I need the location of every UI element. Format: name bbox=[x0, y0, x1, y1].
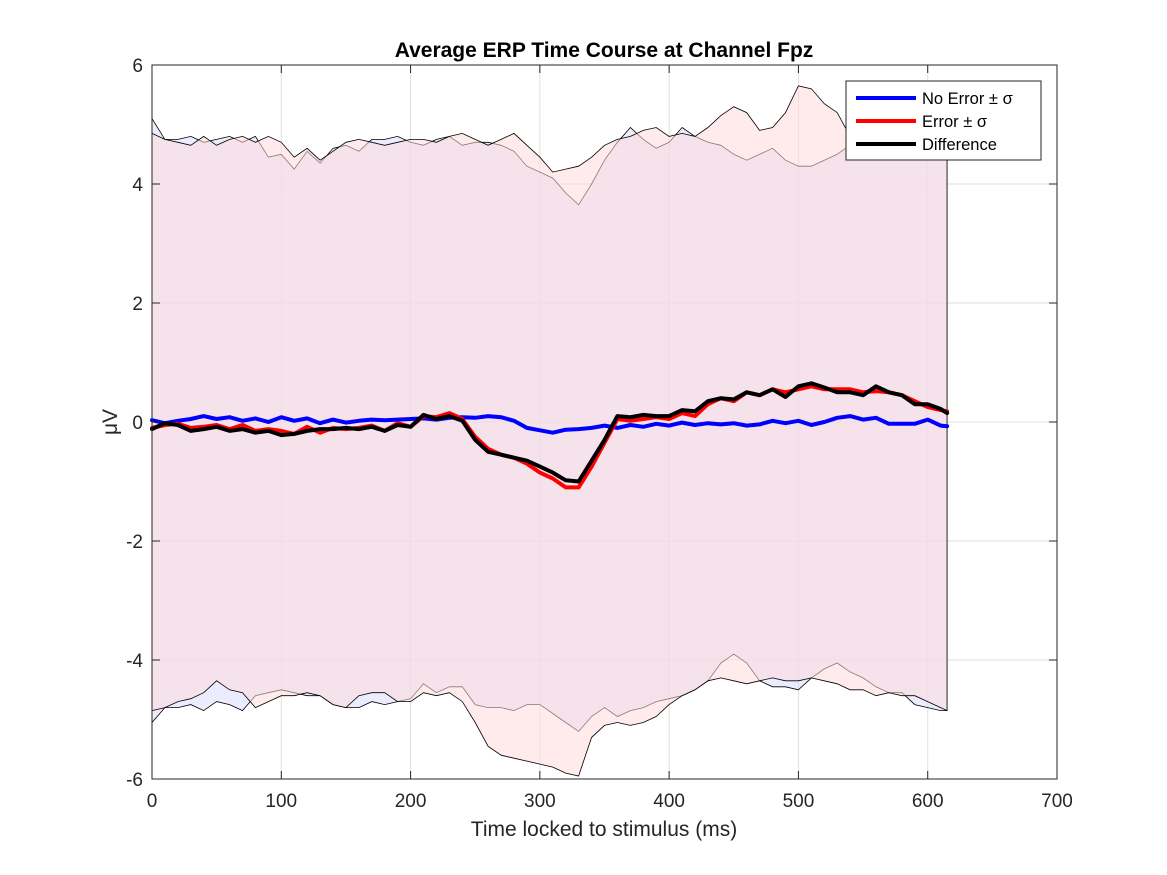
legend-label-difference: Difference bbox=[922, 136, 997, 154]
legend-label-no-error: No Error ± σ bbox=[922, 90, 1013, 108]
y-tick-label: -6 bbox=[126, 770, 143, 791]
y-tick-label: 6 bbox=[132, 56, 143, 77]
x-tick-label: 100 bbox=[265, 791, 297, 812]
y-tick-label: -4 bbox=[126, 651, 143, 672]
y-axis-label: μV bbox=[99, 409, 122, 435]
x-tick-label: 300 bbox=[524, 791, 556, 812]
difference-line bbox=[150, 381, 950, 484]
x-tick-label: 200 bbox=[395, 791, 427, 812]
x-tick-label: 400 bbox=[653, 791, 685, 812]
legend: No Error ± σ Error ± σ Difference bbox=[845, 80, 1042, 161]
error-mean-line bbox=[150, 384, 950, 490]
series-lines bbox=[150, 381, 950, 490]
legend-label-error: Error ± σ bbox=[922, 113, 987, 131]
x-tick-label: 600 bbox=[912, 791, 944, 812]
y-tick-label: -2 bbox=[126, 532, 143, 553]
chart-title: Average ERP Time Course at Channel Fpz bbox=[395, 39, 814, 62]
y-tick-label: 0 bbox=[132, 413, 143, 434]
x-tick-label: 500 bbox=[783, 791, 815, 812]
y-tick-label: 4 bbox=[132, 175, 143, 196]
x-tick-label: 0 bbox=[147, 791, 158, 812]
y-tick-label: 2 bbox=[132, 294, 143, 315]
no-error-mean-line bbox=[150, 414, 950, 435]
axis-ticks: 0 100 200 300 400 500 600 700 -6 -4 -2 0 2 4 6 bbox=[126, 56, 1073, 812]
x-axis-label: Time locked to stimulus (ms) bbox=[471, 818, 737, 841]
x-tick-label: 700 bbox=[1041, 791, 1073, 812]
